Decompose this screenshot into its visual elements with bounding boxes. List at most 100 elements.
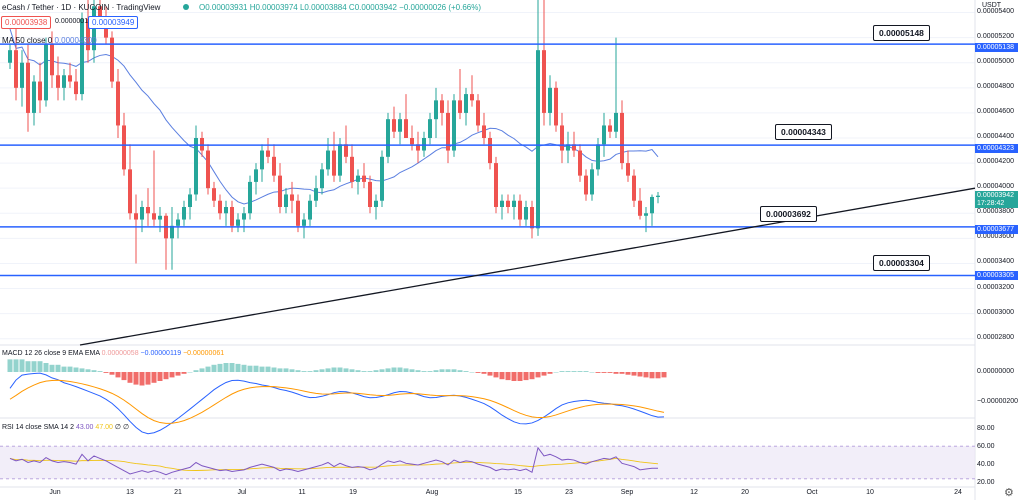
buy-price-button[interactable]: 0.00003949 [88, 16, 139, 29]
candle-down [476, 100, 480, 126]
y-axis-label: 0.00003200 [977, 283, 1014, 291]
macd-histogram-bar [463, 371, 469, 372]
macd-histogram-bar [637, 372, 643, 377]
candle-up [398, 119, 402, 132]
level-callout-2[interactable]: 0.00004343 [775, 124, 832, 140]
macd-histogram-bar [127, 372, 133, 383]
candle-down [344, 144, 348, 157]
candle-up [302, 219, 306, 226]
x-axis-label: Oct [806, 489, 818, 496]
macd-legend-label: MACD 12 26 close 9 EMA EMA [2, 350, 100, 357]
y-axis-label: 0.00005200 [977, 32, 1014, 40]
level-callout-4[interactable]: 0.00003304 [873, 255, 930, 271]
macd-histogram-bar [19, 359, 25, 372]
macd-histogram-bar [559, 371, 565, 372]
candle-up [590, 169, 594, 195]
candle-down [542, 50, 546, 113]
candle-countdown: 17:28:42 [977, 200, 1005, 207]
sell-price-button[interactable]: 0.00003938 [1, 16, 52, 29]
macd-histogram-bar [589, 372, 595, 373]
x-axis-label: 21 [174, 489, 182, 496]
price-tag-4: 0.00003677 [975, 225, 1018, 234]
candle-down [362, 175, 366, 182]
candle-up [656, 195, 660, 197]
macd-signal-value: −0.00000061 [183, 350, 225, 357]
candle-down [626, 163, 630, 176]
macd-histogram-bar [499, 372, 505, 380]
candle-down [68, 75, 72, 82]
macd-histogram-bar [367, 371, 373, 372]
ma-legend-label: MA 50 close 0 [2, 36, 53, 45]
macd-histogram-bar [631, 372, 637, 376]
macd-histogram-bar [523, 372, 529, 381]
rsi-axis-label-1: 60.00 [977, 443, 995, 450]
macd-histogram-bar [337, 367, 343, 372]
macd-histogram-bar [565, 371, 571, 372]
candle-up [452, 100, 456, 151]
candle-up [62, 75, 66, 88]
candle-up [320, 169, 324, 189]
macd-histogram-bar [343, 368, 349, 372]
price-tag-5: 0.00003305 [975, 271, 1018, 280]
level-callout-1[interactable]: 0.00005148 [873, 25, 930, 41]
candle-down [506, 200, 510, 207]
candle-up [434, 100, 438, 120]
candle-up [374, 200, 378, 207]
rsi-legend[interactable]: RSI 14 close SMA 14 2 43.00 47.00 ∅ ∅ [2, 423, 129, 431]
macd-legend[interactable]: MACD 12 26 close 9 EMA EMA 0.00000058 −0… [2, 350, 224, 357]
rsi-axis-label-2: 40.00 [977, 461, 995, 468]
macd-histogram-bar [55, 364, 61, 372]
macd-histogram-bar [307, 371, 313, 372]
macd-histogram-bar [427, 371, 433, 372]
candle-up [236, 219, 240, 226]
macd-histogram-bar [103, 372, 109, 373]
candle-down [482, 125, 486, 138]
currency-label[interactable]: USDT [982, 2, 1002, 9]
settings-gear-icon[interactable]: ⚙ [1004, 487, 1014, 499]
macd-histogram-bar [265, 366, 271, 372]
candle-down [554, 87, 558, 126]
macd-line-value: −0.00000119 [140, 350, 182, 357]
macd-histogram-bar [235, 363, 241, 372]
candle-down [212, 188, 216, 201]
ma-50-layer [9, 28, 659, 205]
macd-histogram-bar [289, 369, 295, 372]
macd-histogram-bar [271, 367, 277, 372]
candle-up [260, 150, 264, 170]
macd-histogram-bar [625, 372, 631, 375]
ma-legend[interactable]: MA 50 close 0 0.00004300 [2, 36, 97, 45]
macd-histogram-bar [655, 372, 661, 379]
candle-up [596, 144, 600, 170]
current-price-tag: 0.00003942 17:28:42 [975, 191, 1018, 208]
macd-axis-label-1: −0.00000200 [977, 398, 1019, 405]
candle-down [230, 207, 234, 226]
candle-up [566, 144, 570, 151]
macd-histogram-bar [571, 371, 577, 372]
macd-histogram-bar [451, 369, 457, 372]
x-axis-label: Aug [425, 489, 439, 496]
macd-histogram-bar [475, 372, 481, 373]
macd-histogram-bar [109, 372, 115, 375]
candle-down [38, 81, 42, 101]
level-callout-3[interactable]: 0.00003692 [760, 206, 817, 222]
spread-value: 0.00000011 [55, 18, 92, 25]
candle-up [356, 175, 360, 182]
macd-histogram-bar [295, 370, 301, 372]
candle-down [134, 213, 138, 220]
candle-down [50, 43, 54, 76]
macd-histogram-bar [385, 368, 391, 372]
candle-down [152, 213, 156, 220]
candle-up [224, 207, 228, 214]
rsi-axis-label-3: 20.00 [977, 479, 995, 486]
macd-histogram-bar [229, 363, 235, 372]
macd-histogram-bar [49, 364, 55, 372]
macd-histogram-bar [535, 372, 541, 378]
macd-histogram-bar [511, 372, 517, 381]
candle-down [110, 37, 114, 82]
candle-down [266, 150, 270, 157]
x-axis-label: 19 [349, 489, 357, 496]
candle-up [386, 119, 390, 157]
candle-down [632, 175, 636, 201]
candle-down [518, 200, 522, 220]
